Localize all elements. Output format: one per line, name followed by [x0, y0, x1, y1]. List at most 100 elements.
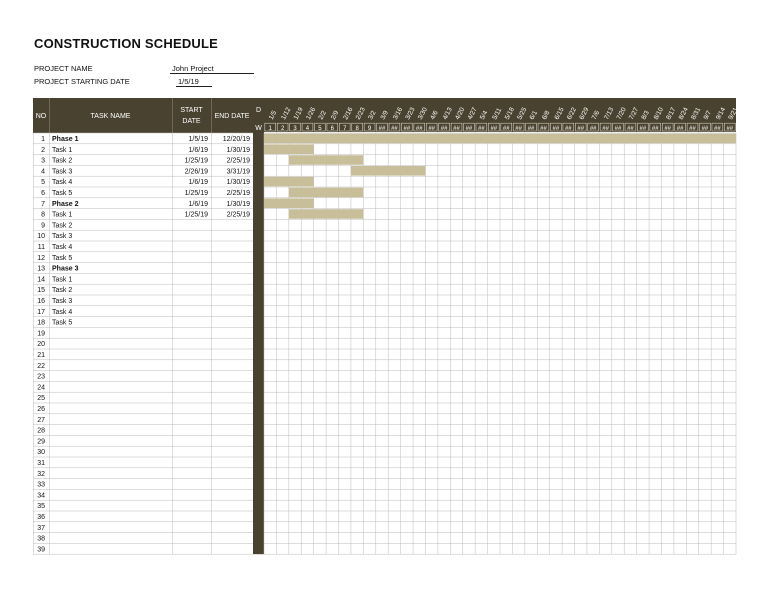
week-number-box	[450, 122, 463, 132]
row-number: 20	[37, 341, 45, 348]
week-number-label: ##	[391, 126, 398, 132]
row-number: 24	[37, 384, 45, 391]
week-number-box	[438, 122, 450, 132]
week-number-label: ##	[652, 126, 659, 132]
week-number-box	[512, 122, 525, 132]
task-name-cell: Task 2	[52, 222, 72, 229]
week-number-label: 6	[331, 126, 335, 132]
week-number-label: ##	[689, 126, 696, 132]
week-number-label: ##	[428, 126, 435, 132]
task-name-cell: Task 5	[52, 190, 72, 197]
task-name-cell: Phase 2	[52, 201, 79, 208]
project-start-value[interactable]: 1/5/19	[176, 77, 212, 87]
row-number: 25	[37, 395, 45, 402]
gantt-bar	[288, 155, 364, 165]
date-header-strip	[264, 98, 736, 122]
week-date-label: 4/6	[429, 109, 440, 121]
week-number-box	[525, 122, 537, 132]
project-name-label: PROJECT NAME	[34, 64, 93, 73]
week-number-box	[351, 122, 363, 132]
week-date-label: 2/9	[330, 109, 341, 121]
task-name-cell: Task 3	[52, 298, 72, 305]
week-number-box	[376, 122, 388, 132]
start-date-cell: 1/6/19	[189, 201, 209, 208]
week-number-box	[326, 122, 339, 132]
week-number-box	[649, 122, 661, 132]
week-number-box	[724, 122, 736, 132]
row-number: 27	[37, 417, 45, 424]
row-number: 14	[37, 276, 45, 283]
task-name-cell: Task 4	[52, 244, 72, 251]
row-number: 30	[37, 449, 45, 456]
gantt-bar	[264, 176, 314, 187]
start-date-cell: 1/25/19	[185, 190, 208, 197]
header-no: NO	[36, 113, 47, 120]
week-number-box	[388, 122, 401, 132]
gantt-bar	[288, 209, 364, 219]
week-number-label: ##	[503, 126, 510, 132]
row-number: 22	[37, 363, 45, 370]
week-number-label: ##	[416, 126, 423, 132]
week-number-label: ##	[565, 126, 572, 132]
week-number-label: ##	[615, 126, 622, 132]
project-name-value[interactable]: John Project	[170, 64, 254, 74]
header-task-name: TASK NAME	[91, 113, 131, 120]
row-number: 35	[37, 503, 45, 510]
start-date-cell: 1/5/19	[189, 136, 209, 143]
week-number-box	[314, 122, 326, 132]
week-number-label: ##	[441, 126, 448, 132]
row-number: 39	[37, 546, 45, 553]
row-number: 32	[37, 471, 45, 478]
week-number-box	[686, 122, 699, 132]
week-number-label: ##	[379, 126, 386, 132]
week-number-box	[339, 122, 351, 132]
row-number: 29	[37, 438, 45, 445]
week-number-label: 7	[343, 126, 347, 132]
row-number: 18	[37, 320, 45, 327]
task-name-cell: Task 3	[52, 168, 72, 175]
week-date-label: 1/5	[268, 109, 279, 121]
week-number-box	[488, 122, 500, 132]
week-date-label: 7/6	[591, 109, 602, 121]
row-number: 19	[37, 330, 45, 337]
week-number-label: ##	[702, 126, 709, 132]
header-d: D	[256, 107, 261, 114]
row-number: 13	[37, 266, 45, 273]
week-number-label: ##	[602, 126, 609, 132]
gantt-bar	[264, 198, 314, 208]
week-date-label: 6/1	[529, 109, 540, 121]
week-number-label: ##	[677, 126, 684, 132]
start-date-cell: 1/6/19	[189, 179, 209, 186]
task-name-cell: Task 1	[52, 276, 72, 283]
row-number: 1	[41, 136, 45, 143]
gantt-bar	[264, 144, 314, 154]
week-number-box	[264, 122, 276, 132]
week-number-box	[363, 122, 376, 132]
end-date-cell: 2/25/19	[227, 212, 250, 219]
row-number: 37	[37, 525, 45, 532]
week-number-box	[699, 122, 711, 132]
row-number: 15	[37, 287, 45, 294]
week-date-label: 6/8	[541, 109, 552, 121]
row-number: 8	[41, 212, 45, 219]
task-name-cell: Task 4	[52, 309, 72, 316]
end-date-cell: 2/25/19	[227, 158, 250, 165]
week-number-label: ##	[466, 126, 473, 132]
week-number-box	[475, 122, 488, 132]
row-number: 6	[41, 190, 45, 197]
week-number-strip	[264, 122, 736, 132]
end-date-cell: 1/30/19	[227, 179, 250, 186]
row-number: 9	[41, 222, 45, 229]
row-number: 34	[37, 492, 45, 499]
week-date-label: 3/2	[367, 109, 378, 121]
week-number-label: ##	[714, 126, 721, 132]
end-date-cell: 1/30/19	[227, 147, 250, 154]
table-header-bar	[33, 98, 264, 133]
week-number-box	[575, 122, 587, 132]
week-number-label: 4	[306, 126, 310, 132]
week-number-box	[612, 122, 624, 132]
week-number-label: ##	[590, 126, 597, 132]
week-number-label: ##	[528, 126, 535, 132]
task-name-cell: Task 3	[52, 233, 72, 240]
